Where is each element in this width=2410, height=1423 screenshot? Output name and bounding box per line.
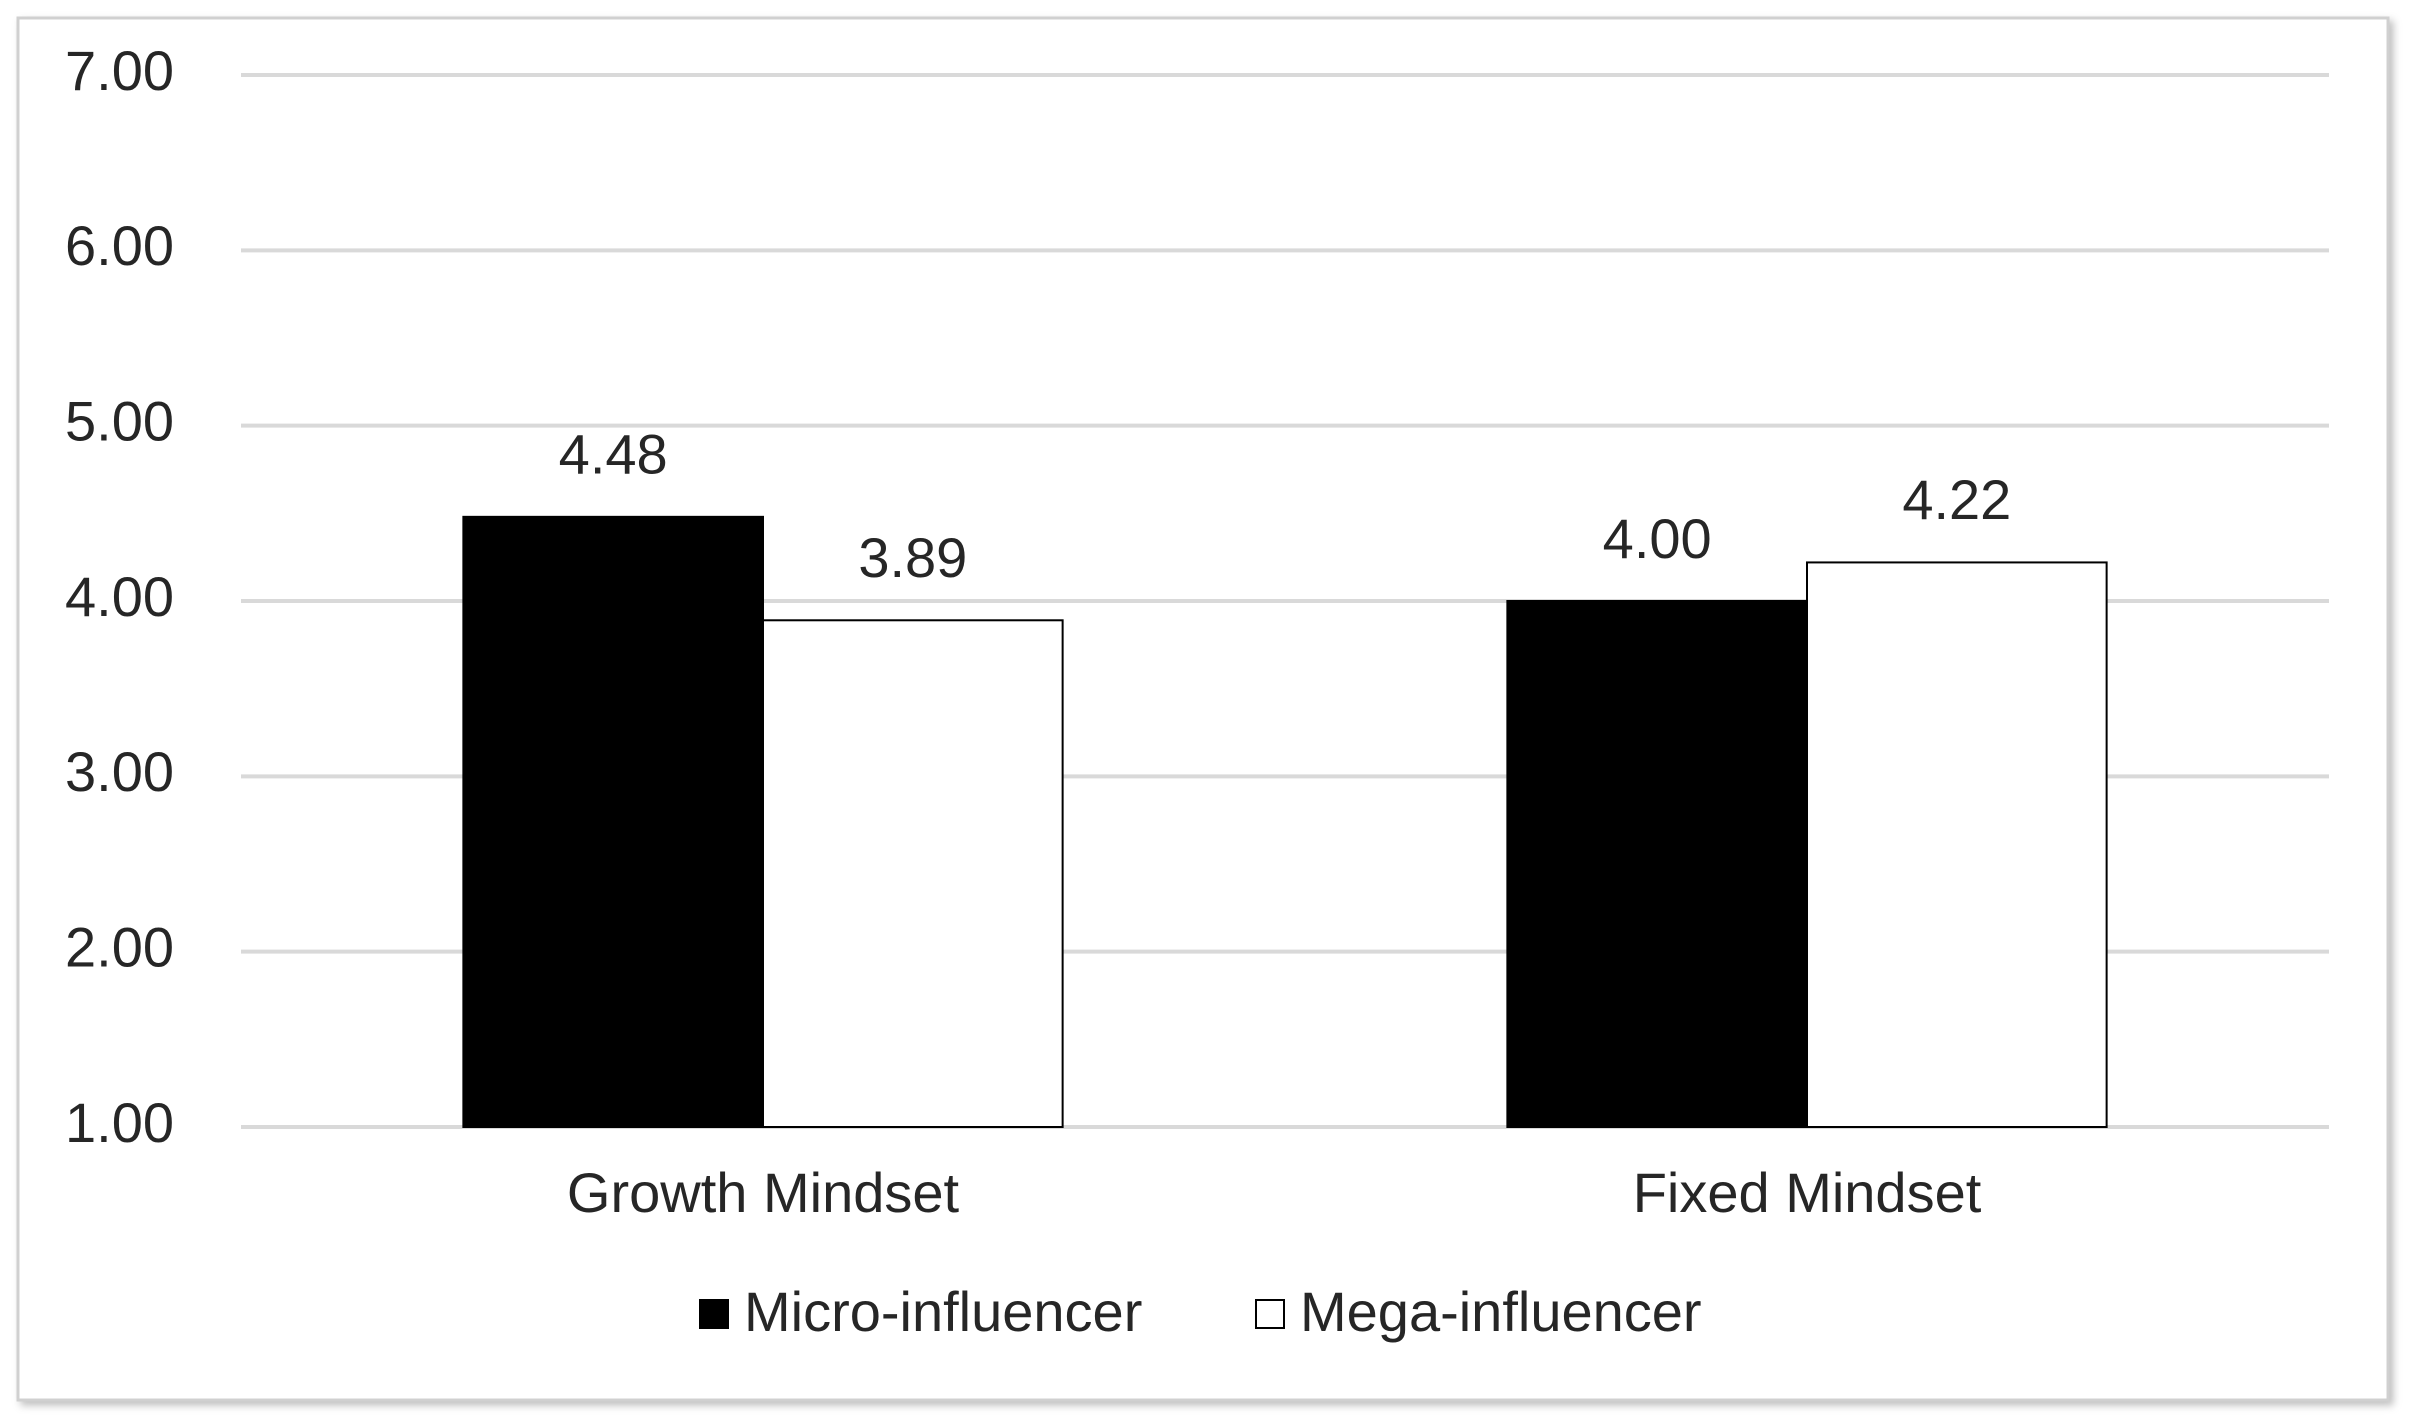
- y-tick-label: 3.00: [65, 740, 174, 803]
- y-tick-label: 5.00: [65, 389, 174, 452]
- legend-swatch: [699, 1299, 729, 1329]
- bar: [762, 619, 1064, 1129]
- data-label: 4.22: [1902, 468, 2011, 531]
- y-tick-label: 7.00: [65, 39, 174, 102]
- y-tick-label: 2.00: [65, 915, 174, 978]
- bar: [1506, 600, 1808, 1128]
- x-tick-label: Fixed Mindset: [1633, 1161, 1982, 1224]
- x-tick-label: Growth Mindset: [567, 1161, 960, 1224]
- y-tick-label: 6.00: [65, 214, 174, 277]
- legend-label: Micro-influencer: [744, 1280, 1142, 1343]
- y-tick-label: 1.00: [65, 1091, 174, 1154]
- bar: [462, 515, 764, 1128]
- legend-swatch: [1255, 1299, 1285, 1329]
- data-label: 4.00: [1603, 507, 1712, 570]
- legend-label: Mega-influencer: [1300, 1280, 1702, 1343]
- data-label: 4.48: [559, 423, 668, 486]
- y-tick-label: 4.00: [65, 565, 174, 628]
- data-label: 3.89: [858, 526, 967, 589]
- bar: [1806, 561, 2108, 1128]
